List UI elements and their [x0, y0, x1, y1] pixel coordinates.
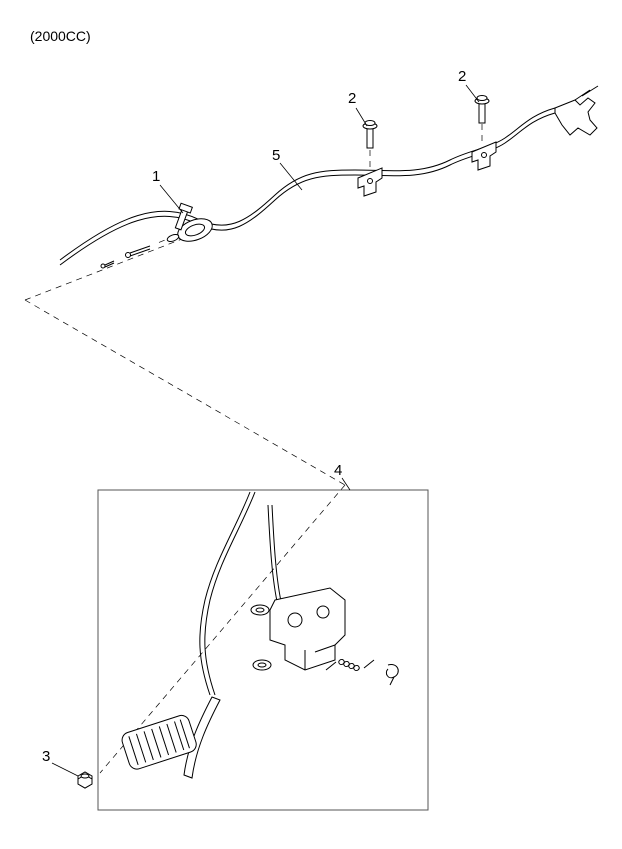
diagram-canvas: (2000CC) — [0, 0, 622, 849]
callout-2a: 2 — [348, 90, 356, 107]
leader-lines — [52, 85, 479, 778]
cable-bracket-a — [358, 168, 382, 196]
bolt-2a-icon — [363, 121, 377, 149]
firewall-grommet — [166, 214, 215, 245]
cable-inner-stub — [101, 246, 150, 268]
cable-end-bracket — [555, 86, 598, 135]
pedal-assembly-detail — [120, 492, 398, 778]
callout-1: 1 — [152, 168, 160, 185]
accelerator-cable — [60, 108, 555, 265]
callout-4: 4 — [334, 462, 342, 479]
cable-bracket-b — [472, 142, 496, 170]
assembly-dashed-lines — [25, 124, 482, 773]
callout-3: 3 — [42, 748, 50, 765]
diagram-svg — [0, 0, 622, 849]
callout-2b: 2 — [458, 68, 466, 85]
nut-3-icon — [78, 772, 92, 788]
callout-5: 5 — [272, 147, 280, 164]
